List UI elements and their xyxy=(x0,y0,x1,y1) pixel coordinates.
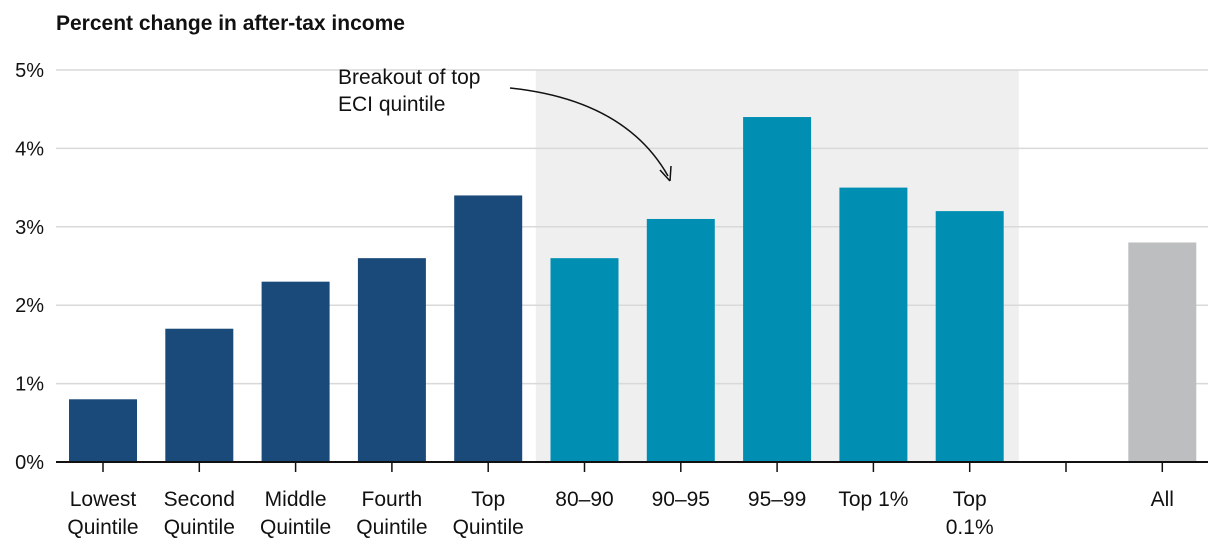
annotation-arrowhead xyxy=(659,165,672,182)
bar xyxy=(646,218,715,462)
bar xyxy=(1128,242,1197,462)
x-category-label: Quintile xyxy=(453,516,524,539)
y-tick-label: 5% xyxy=(15,60,44,82)
x-category-label: Quintile xyxy=(67,516,138,539)
x-category-label: 0.1% xyxy=(946,516,994,539)
bar xyxy=(69,399,137,462)
x-category-label: Fourth xyxy=(362,488,423,511)
y-tick-label: 3% xyxy=(15,217,44,239)
x-category-label: 90–95 xyxy=(652,488,710,511)
x-category-label: Top 1% xyxy=(838,488,908,511)
x-category-label: Second xyxy=(164,488,235,511)
x-category-label: 80–90 xyxy=(555,488,613,511)
annotation-text: Breakout of top xyxy=(338,66,480,89)
annotation-text: ECI quintile xyxy=(338,93,445,116)
bar xyxy=(261,281,330,462)
y-tick-label: 1% xyxy=(15,374,44,396)
x-category-label: 95–99 xyxy=(748,488,806,511)
x-category-label: Top xyxy=(953,488,987,511)
bar xyxy=(357,258,426,462)
bar xyxy=(935,211,1004,462)
x-category-label: All xyxy=(1151,488,1174,511)
x-category-label: Lowest xyxy=(70,488,137,511)
x-category-label: Quintile xyxy=(164,516,235,539)
bar xyxy=(165,328,234,462)
bar xyxy=(743,117,812,462)
y-tick-label: 2% xyxy=(15,295,44,317)
chart-title: Percent change in after-tax income xyxy=(56,12,405,35)
y-tick-label: 0% xyxy=(15,452,44,474)
x-category-label: Quintile xyxy=(356,516,427,539)
annotation-arrow xyxy=(509,87,669,177)
y-tick-label: 4% xyxy=(15,138,44,160)
bar xyxy=(839,187,908,462)
x-category-label: Top xyxy=(471,488,505,511)
x-category-label: Quintile xyxy=(260,516,331,539)
x-category-label: Middle xyxy=(265,488,327,511)
bar xyxy=(550,258,619,462)
bar xyxy=(454,195,523,462)
